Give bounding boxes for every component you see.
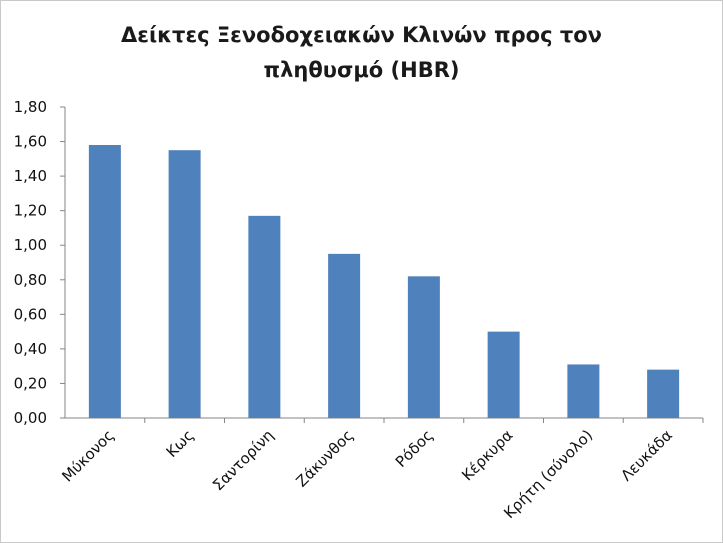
x-category-label: Λευκάδα bbox=[617, 426, 676, 485]
x-category-label: Μύκονος bbox=[58, 426, 117, 485]
chart-title: Δείκτες Ξενοδοχειακών Κλινών προς τον πλ… bbox=[0, 18, 723, 88]
y-tick-label: 1,80 bbox=[14, 98, 47, 116]
chart-title-line-1: Δείκτες Ξενοδοχειακών Κλινών προς τον bbox=[121, 23, 602, 47]
x-category-label: Κέρκυρα bbox=[458, 426, 516, 484]
bar bbox=[328, 253, 361, 418]
x-category-label: Ρόδος bbox=[392, 426, 437, 471]
y-tick-label: 0,60 bbox=[14, 305, 47, 323]
bar bbox=[487, 331, 520, 418]
y-tick-label: 0,00 bbox=[14, 409, 47, 427]
bar bbox=[407, 276, 440, 418]
bar bbox=[88, 145, 121, 418]
y-tick-label: 0,20 bbox=[14, 374, 47, 392]
bar bbox=[248, 215, 281, 418]
y-tick-label: 1,60 bbox=[14, 133, 47, 151]
chart-title-line-2: πληθυσμό (HBR) bbox=[263, 58, 460, 82]
x-category-label: Κως bbox=[163, 426, 198, 461]
bar bbox=[168, 150, 201, 418]
x-category-label: Ζάκυνθος bbox=[292, 426, 357, 491]
bar bbox=[647, 369, 680, 418]
y-tick-label: 0,40 bbox=[14, 340, 47, 358]
y-tick-label: 1,00 bbox=[14, 236, 47, 254]
x-category-label: Σαντορίνη bbox=[209, 426, 277, 494]
y-tick-label: 0,80 bbox=[14, 271, 47, 289]
y-tick-label: 1,40 bbox=[14, 167, 47, 185]
bar bbox=[567, 364, 600, 418]
y-tick-label: 1,20 bbox=[14, 202, 47, 220]
